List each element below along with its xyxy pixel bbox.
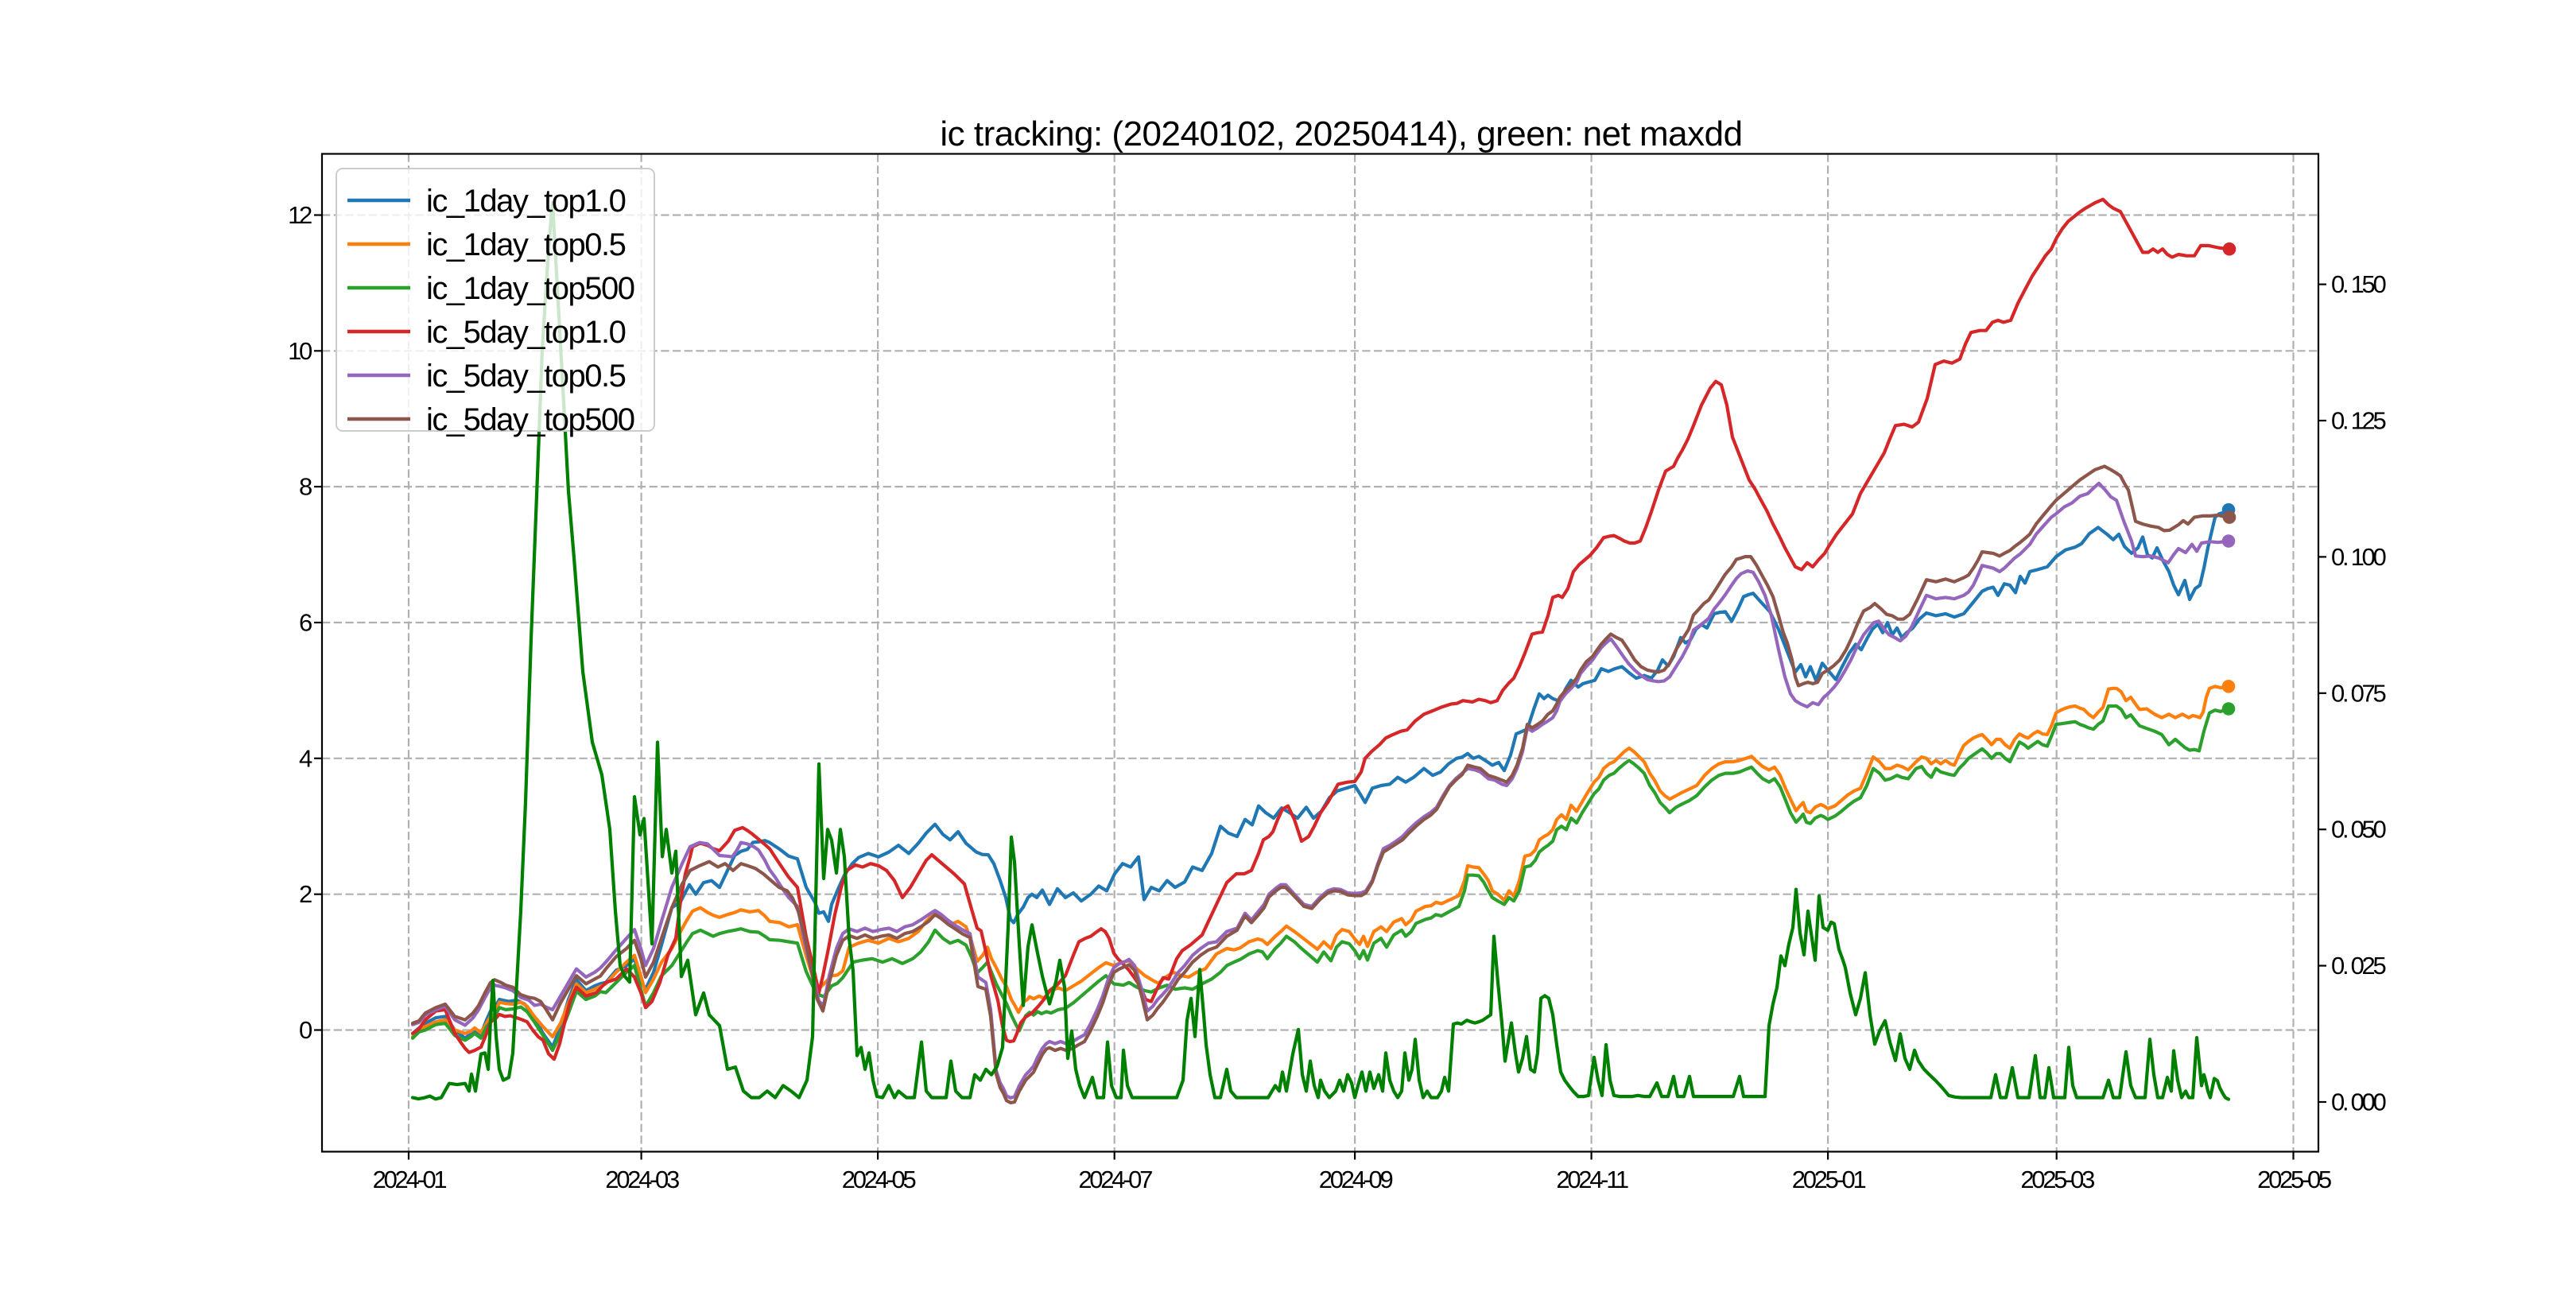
svg-text:8: 8 xyxy=(299,473,312,501)
svg-text:2: 2 xyxy=(299,880,312,908)
svg-text:ic_1day_top0.5: ic_1day_top0.5 xyxy=(426,227,626,262)
svg-text:ic_5day_top0.5: ic_5day_top0.5 xyxy=(426,359,626,394)
svg-text:2024-09: 2024-09 xyxy=(1319,1166,1393,1193)
svg-text:2024-11: 2024-11 xyxy=(1556,1166,1627,1193)
svg-text:0. 075: 0. 075 xyxy=(2331,679,2385,707)
svg-text:ic_5day_top500: ic_5day_top500 xyxy=(426,402,634,437)
svg-text:2024-07: 2024-07 xyxy=(1078,1166,1152,1193)
svg-text:2025-05: 2025-05 xyxy=(2257,1166,2331,1193)
svg-text:2024-05: 2024-05 xyxy=(842,1166,916,1193)
svg-text:0. 150: 0. 150 xyxy=(2331,270,2386,298)
svg-text:10: 10 xyxy=(288,337,312,365)
svg-text:0. 025: 0. 025 xyxy=(2331,952,2385,980)
svg-text:12: 12 xyxy=(288,201,312,229)
svg-text:0. 000: 0. 000 xyxy=(2331,1088,2386,1116)
svg-text:ic_1day_top1.0: ic_1day_top1.0 xyxy=(426,184,626,219)
svg-text:ic_5day_top1.0: ic_5day_top1.0 xyxy=(426,315,626,350)
svg-text:0. 100: 0. 100 xyxy=(2331,543,2386,571)
svg-text:6: 6 xyxy=(299,609,312,637)
svg-text:2025-03: 2025-03 xyxy=(2020,1166,2094,1193)
svg-text:0. 125: 0. 125 xyxy=(2331,407,2385,435)
svg-text:0. 050: 0. 050 xyxy=(2331,816,2386,844)
svg-text:2024-01: 2024-01 xyxy=(373,1166,447,1193)
svg-text:ic_1day_top500: ic_1day_top500 xyxy=(426,271,634,306)
svg-text:ic tracking: (20240102, 202504: ic tracking: (20240102, 20250414), green… xyxy=(940,114,1742,153)
svg-text:2025-01: 2025-01 xyxy=(1792,1166,1866,1193)
svg-text:2024-03: 2024-03 xyxy=(605,1166,679,1193)
